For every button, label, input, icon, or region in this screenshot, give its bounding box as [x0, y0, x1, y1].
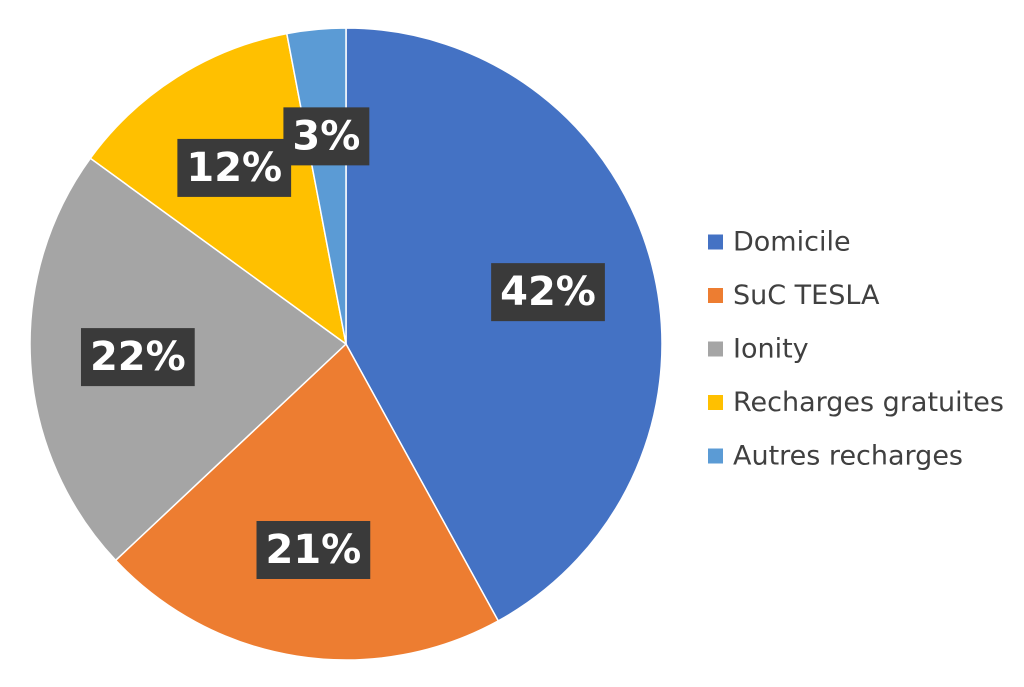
- legend-label: Domicile: [733, 227, 851, 258]
- data-label-text: 42%: [500, 269, 596, 315]
- legend-swatch: [708, 448, 723, 464]
- legend-label: Autres recharges: [733, 441, 963, 472]
- legend-item-domicile: Domicile: [708, 227, 851, 258]
- legend-swatch: [708, 395, 723, 410]
- data-label-ionity: 22%: [80, 328, 195, 387]
- legend-item-recharges-gratuites: Recharges gratuites: [708, 387, 1004, 418]
- legend-swatch: [708, 234, 723, 250]
- legend-swatch: [708, 341, 723, 357]
- pie-slice-domicile: [345, 27, 663, 622]
- data-label-background: [256, 520, 371, 579]
- legend-item-autres-recharges: Autres recharges: [708, 441, 963, 472]
- data-label-suc-tesla: 21%: [256, 520, 371, 579]
- data-label-text: 12%: [186, 145, 282, 191]
- data-label-background: [491, 263, 605, 322]
- data-label-text: 21%: [265, 527, 361, 573]
- legend-label: Recharges gratuites: [733, 387, 1004, 418]
- data-label-background: [283, 107, 370, 166]
- data-label-text: 3%: [292, 113, 360, 159]
- legend-item-ionity: Ionity: [708, 334, 809, 365]
- data-label-autres-recharges: 3%: [283, 107, 370, 166]
- data-label-domicile: 42%: [491, 263, 605, 322]
- legend: Domicile SuC TESLA Ionity Recharges gratuit…: [708, 227, 1004, 472]
- data-label-background: [177, 138, 292, 197]
- legend-swatch: [708, 288, 723, 303]
- legend-label: SuC TESLA: [733, 280, 880, 311]
- legend-item-suc-tesla: SuC TESLA: [708, 280, 880, 311]
- data-labels: 42% 21% 22% 12%3%: [80, 107, 605, 579]
- data-label-background: [80, 328, 195, 387]
- data-label-recharges-gratuites: 12%: [177, 138, 292, 197]
- pie-slice-suc-tesla: [114, 342, 500, 661]
- legend-label: Ionity: [733, 334, 809, 365]
- pie-slice-autres-recharges: [285, 27, 347, 345]
- data-label-text: 22%: [90, 334, 186, 380]
